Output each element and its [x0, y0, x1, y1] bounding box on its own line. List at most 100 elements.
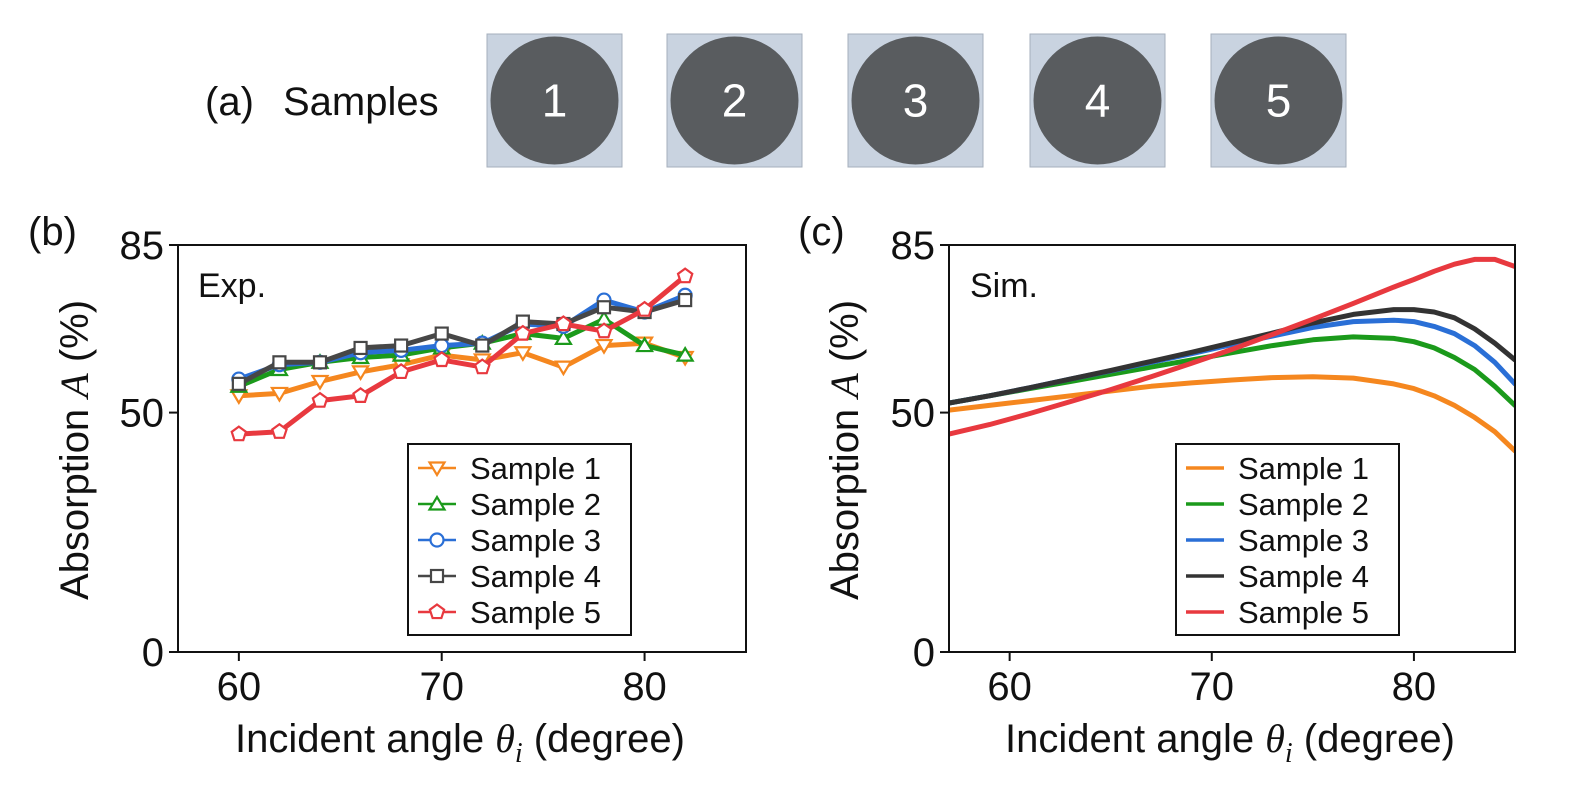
panel-b-x-axis-label-suffix: (degree)	[523, 717, 685, 761]
data-point-pentagon	[555, 315, 572, 332]
data-point-pentagon	[473, 358, 491, 375]
legend-entry-5: Sample 5	[418, 595, 601, 630]
sample-number-label: 5	[1266, 75, 1292, 127]
y-tick-label: 85	[120, 224, 165, 268]
legend-label: Sample 2	[470, 487, 601, 522]
data-point-triangle-down	[513, 346, 533, 362]
data-point-pentagon	[676, 267, 694, 284]
sample-number-label: 4	[1085, 75, 1111, 127]
data-point-triangle-down	[269, 386, 289, 403]
x-tick-label: 80	[622, 665, 667, 709]
wafer-disc	[490, 36, 619, 165]
legend-label: Sample 4	[470, 559, 601, 594]
series-line	[236, 316, 688, 389]
data-point-triangle-down	[427, 461, 447, 478]
data-point-square	[231, 376, 246, 391]
legend-entry-4: Sample 4	[1186, 559, 1369, 594]
series-line	[949, 317, 1515, 406]
legend-entry-1: Sample 1	[1186, 451, 1369, 486]
panel-c-x-axis-label-suffix: (degree)	[1293, 717, 1455, 761]
panel-c-simulated-chart: (c) 60 70 80 0 50 85 Sim. Incident angle θi (…	[798, 210, 1516, 769]
data-point-triangle-down	[594, 338, 614, 355]
panel-c-label: (c)	[798, 210, 845, 254]
legend-entry-2: Sample 2	[1186, 487, 1369, 522]
legend-label: Sample 3	[1238, 523, 1369, 558]
panel-b-y-axis-label-prefix: Absorption	[53, 398, 97, 600]
panel-b-axes-ticks: 60 70 80 0 50 85	[120, 224, 667, 709]
y-tick-label: 50	[891, 392, 936, 436]
sample-number-label: 3	[903, 75, 929, 127]
legend-label: Sample 5	[1238, 595, 1369, 630]
series-line	[949, 374, 1515, 454]
data-point-pentagon	[230, 425, 248, 442]
panel-b-series-2	[229, 310, 695, 393]
data-point-triangle-up	[675, 345, 695, 362]
panel-b-plot-frame	[177, 244, 747, 653]
y-tick-label: 50	[120, 392, 165, 436]
panel-c-y-axis-label-prefix: Absorption	[823, 398, 867, 600]
sample-photo-3: 3	[847, 33, 984, 168]
x-tick-label: 80	[1392, 665, 1437, 709]
data-point-square	[394, 338, 409, 353]
y-tick-label: 0	[913, 631, 935, 675]
panel-c-x-axis-symbol: θ	[1265, 716, 1285, 761]
panel-c-y-axis-label-suffix: (%)	[823, 300, 867, 373]
data-point-pentagon	[352, 386, 369, 403]
legend-entry-5: Sample 5	[1186, 595, 1369, 630]
panel-b-y-axis-label-suffix: (%)	[53, 300, 97, 373]
legend-entry-3: Sample 3	[418, 523, 601, 558]
panel-c-x-axis-label-prefix: Incident angle	[1005, 717, 1265, 761]
panel-c-axes-ticks: 60 70 80 0 50 85	[891, 224, 1437, 709]
panel-c-annotation: Sim.	[970, 267, 1038, 305]
panel-a: (a) Samples 1 2 3 4 5	[205, 33, 1347, 168]
sample-photo-1: 1	[486, 33, 623, 168]
panel-c-y-axis-label: Absorption A (%)	[822, 300, 867, 600]
panel-b-y-axis-label: Absorption A (%)	[52, 300, 97, 600]
data-point-pentagon	[433, 351, 451, 368]
panel-a-title: Samples	[283, 80, 439, 124]
data-point-square	[312, 355, 328, 370]
legend-entry-2: Sample 2	[418, 487, 601, 522]
legend-label: Sample 2	[1238, 487, 1369, 522]
x-tick-label: 70	[1190, 665, 1235, 709]
panel-b-x-axis-symbol: θ	[495, 716, 515, 761]
y-tick-label: 0	[142, 631, 164, 675]
data-point-pentagon	[636, 300, 653, 317]
data-point-square	[475, 338, 490, 353]
sample-photo-2: 2	[666, 33, 803, 168]
panel-b-x-axis-label-prefix: Incident angle	[235, 717, 495, 761]
panel-b-y-axis-symbol: A	[52, 373, 97, 401]
panel-c-y-axis-symbol: A	[822, 373, 867, 401]
legend-label: Sample 4	[1238, 559, 1369, 594]
sample-wafers: 1 2 3 4 5	[486, 33, 1347, 168]
data-point-triangle-down	[351, 365, 371, 382]
sample-number-label: 1	[542, 75, 568, 127]
x-tick-label: 60	[217, 665, 262, 709]
data-point-circle	[434, 337, 450, 354]
x-tick-label: 60	[987, 665, 1032, 709]
legend-label: Sample 1	[470, 451, 601, 486]
legend-entry-4: Sample 4	[418, 559, 601, 594]
data-point-pentagon	[595, 322, 613, 339]
data-point-pentagon	[311, 391, 329, 408]
legend-label: Sample 5	[470, 595, 601, 630]
data-point-pentagon	[392, 363, 410, 380]
series-line	[949, 256, 1515, 437]
panel-b-annotation: Exp.	[198, 267, 266, 305]
panel-c-series-1	[949, 374, 1515, 454]
panel-b-experimental-chart: (b) 60 70 80 0 50 85 Exp. Incident angle θi (…	[28, 210, 747, 769]
data-point-pentagon	[428, 603, 446, 620]
data-point-square	[353, 340, 368, 356]
sample-photo-4: 4	[1029, 33, 1166, 168]
sample-number-label: 2	[722, 75, 748, 127]
legend-label: Sample 1	[1238, 451, 1369, 486]
data-point-circle	[429, 532, 445, 548]
wafer-disc	[1214, 36, 1343, 165]
data-point-triangle-up	[427, 494, 447, 511]
x-tick-label: 70	[419, 665, 464, 709]
panel-c-series-layer	[949, 256, 1515, 454]
panel-b-series-1	[229, 336, 695, 405]
legend-entry-3: Sample 3	[1186, 523, 1369, 558]
